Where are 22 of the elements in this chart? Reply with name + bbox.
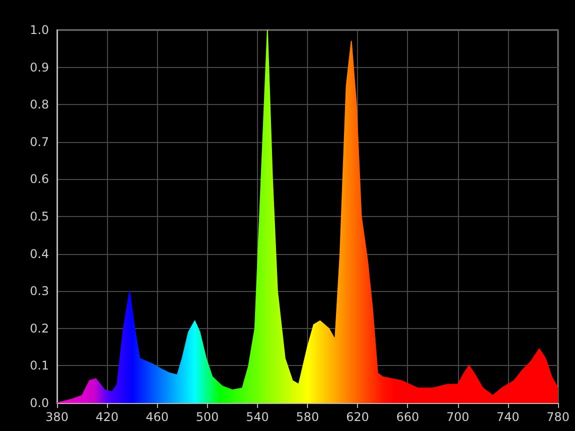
y-tick-label: 0.1 <box>30 358 49 373</box>
y-tick-label: 0.6 <box>30 172 49 186</box>
x-tick-label: 700 <box>446 410 470 424</box>
y-tick-label: 0.5 <box>30 210 49 224</box>
y-tick-label: 1.0 <box>30 23 49 37</box>
x-tick-label: 380 <box>46 410 68 424</box>
x-tick-label: 500 <box>196 410 219 424</box>
y-tick-label: 0.3 <box>30 284 49 298</box>
y-tick-label: 0.9 <box>30 60 49 74</box>
x-tick-label: 620 <box>346 410 370 424</box>
x-tick-label: 660 <box>396 410 420 424</box>
y-tick-label: 0.7 <box>30 134 49 149</box>
y-tick-label: 0.4 <box>30 246 49 261</box>
x-tick-label: 580 <box>296 410 319 424</box>
y-tick-label: 0.2 <box>30 321 49 336</box>
y-tick-label: 0.8 <box>30 98 49 112</box>
y-tick-label: 0.0 <box>30 396 49 410</box>
x-tick-label: 780 <box>546 410 570 424</box>
x-tick-label: 420 <box>96 410 119 424</box>
x-tick-label: 740 <box>496 410 520 424</box>
x-tick-label: 540 <box>246 410 269 424</box>
x-tick-label: 460 <box>146 410 169 424</box>
